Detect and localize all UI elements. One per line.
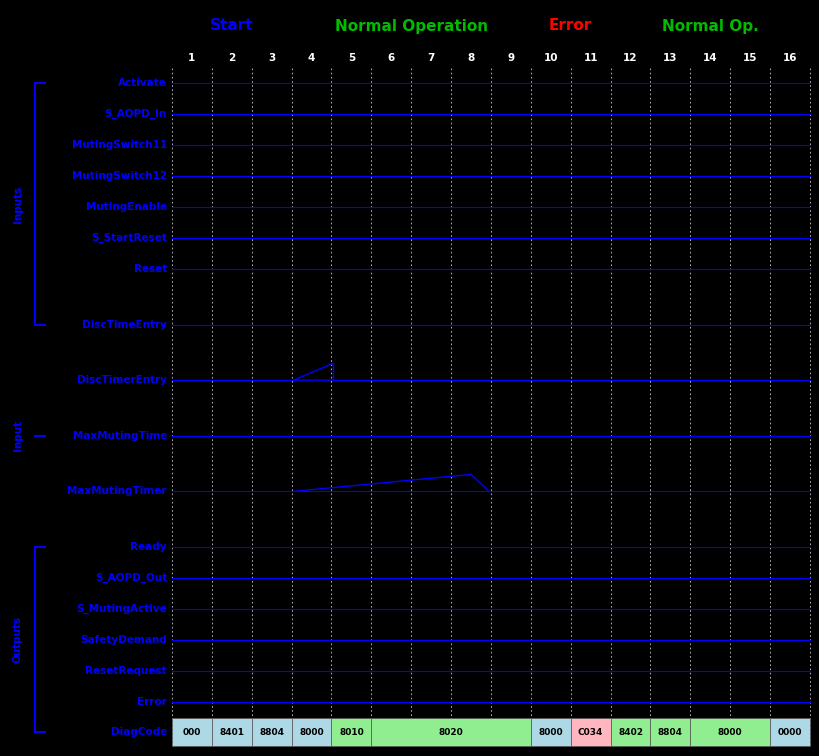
Text: 6: 6: [387, 53, 395, 63]
Text: Input: Input: [13, 420, 23, 451]
Text: S_StartReset: S_StartReset: [91, 233, 167, 243]
Text: DiagCode: DiagCode: [111, 727, 167, 737]
Text: 8804: 8804: [657, 728, 682, 737]
Text: 4: 4: [307, 53, 314, 63]
Text: Normal Op.: Normal Op.: [661, 18, 758, 33]
Text: DiscTimeEntry: DiscTimeEntry: [82, 320, 167, 330]
Text: 3: 3: [268, 53, 275, 63]
Text: 5: 5: [347, 53, 355, 63]
Bar: [211, 718, 251, 746]
Text: 15: 15: [742, 53, 757, 63]
Text: Error: Error: [549, 18, 591, 33]
Bar: [530, 718, 570, 746]
Text: Reset: Reset: [133, 264, 167, 274]
Text: 1: 1: [188, 53, 195, 63]
Bar: [292, 718, 331, 746]
Bar: [769, 718, 809, 746]
Text: 11: 11: [583, 53, 597, 63]
Text: 2: 2: [228, 53, 235, 63]
Bar: [172, 718, 211, 746]
Text: MutingSwitch11: MutingSwitch11: [72, 141, 167, 150]
Text: 8804: 8804: [259, 728, 284, 737]
Bar: [649, 718, 690, 746]
Text: MutingEnable: MutingEnable: [86, 202, 167, 212]
Text: SafetyDemand: SafetyDemand: [80, 635, 167, 645]
Text: 0000: 0000: [777, 728, 801, 737]
Text: 13: 13: [663, 53, 676, 63]
Bar: [331, 718, 371, 746]
Text: 9: 9: [507, 53, 514, 63]
Text: 8: 8: [467, 53, 474, 63]
Text: MaxMutingTime: MaxMutingTime: [73, 431, 167, 441]
Text: ResetRequest: ResetRequest: [85, 665, 167, 676]
Text: S_AOPD_Out: S_AOPD_Out: [95, 573, 167, 583]
Text: 8000: 8000: [538, 728, 563, 737]
Bar: [371, 718, 530, 746]
Text: 10: 10: [543, 53, 558, 63]
Text: 8000: 8000: [717, 728, 742, 737]
Text: Start: Start: [210, 18, 253, 33]
Text: 000: 000: [183, 728, 201, 737]
Text: S_AOPD_In: S_AOPD_In: [105, 109, 167, 119]
Text: DiscTimerEntry: DiscTimerEntry: [77, 375, 167, 385]
Text: Ready: Ready: [130, 542, 167, 552]
Text: C034: C034: [577, 728, 603, 737]
Text: 16: 16: [782, 53, 796, 63]
Text: MaxMutingTimer: MaxMutingTimer: [67, 486, 167, 497]
Text: Error: Error: [137, 696, 167, 707]
Text: Outputs: Outputs: [13, 616, 23, 663]
Text: 14: 14: [702, 53, 717, 63]
Text: 8020: 8020: [438, 728, 463, 737]
Text: 8010: 8010: [338, 728, 364, 737]
Text: 12: 12: [622, 53, 637, 63]
Text: Normal Operation: Normal Operation: [334, 18, 487, 33]
Bar: [690, 718, 769, 746]
Text: MutingSwitch12: MutingSwitch12: [72, 171, 167, 181]
Text: 8402: 8402: [618, 728, 642, 737]
Text: 8000: 8000: [299, 728, 324, 737]
Text: 7: 7: [427, 53, 434, 63]
Text: S_MutingActive: S_MutingActive: [76, 604, 167, 614]
Text: Inputs: Inputs: [13, 185, 23, 222]
Text: 8401: 8401: [219, 728, 244, 737]
Bar: [610, 718, 649, 746]
Text: Activate: Activate: [118, 79, 167, 88]
Bar: [570, 718, 610, 746]
Bar: [251, 718, 292, 746]
